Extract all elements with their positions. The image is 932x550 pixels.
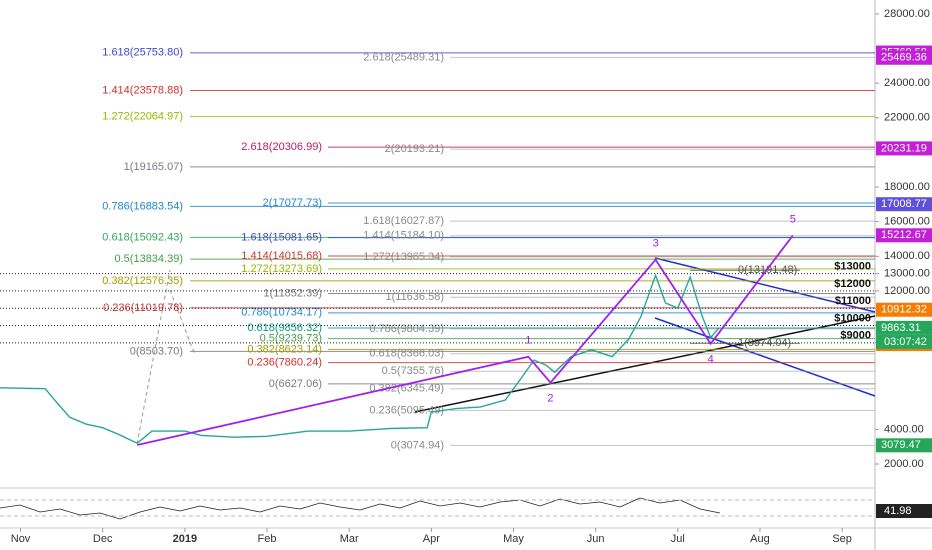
fib-label: 0.382(12576.35): [102, 275, 183, 287]
dollar-label: $12000: [834, 278, 871, 290]
fib-label: 1.618(16027.87): [363, 215, 444, 227]
y-tick-label: 18000.00: [884, 181, 930, 193]
fib-label: 0.5(9239.73): [260, 333, 322, 345]
dollar-label: $11000: [835, 295, 871, 307]
channel-bottom: [654, 317, 876, 397]
y-tick-label: 14000.00: [884, 250, 930, 262]
price-tag: [876, 141, 932, 156]
x-tick-label: Dec: [93, 533, 113, 545]
fib-label: 0(6627.06): [269, 378, 322, 390]
countdown: 03:07:42: [884, 336, 927, 348]
y-tick-label: 2000.00: [884, 458, 924, 470]
y-tick-label: 16000.00: [884, 216, 930, 228]
wave-path: [137, 234, 794, 446]
fib-label: 1(11636.58): [385, 291, 444, 303]
fib-label: 0.236(7860.24): [247, 356, 322, 368]
rsi-line: [0, 497, 721, 520]
price-tag-label: 9863.31: [881, 322, 921, 334]
y-tick-label: 22000.00: [884, 112, 930, 124]
rsi-tag: [876, 504, 932, 518]
y-tick-label: 4000.00: [884, 423, 924, 435]
fib-label: 0.236(11019.78): [103, 302, 183, 314]
price-tag: [876, 302, 932, 317]
fib-label: 1.414(23578.88): [102, 84, 183, 96]
fib-label: 1(11852.39): [263, 287, 322, 299]
fib-label: 0(13191.48): [738, 264, 797, 276]
price-line: [0, 273, 720, 445]
projection-line: [136, 269, 171, 445]
x-tick-label: Sep: [832, 533, 852, 545]
x-tick-label: Jul: [671, 533, 685, 545]
fib-label: 2(17077.73): [263, 197, 322, 209]
fib-label: 2.618(20306.99): [241, 141, 322, 153]
fib-label: 0.5(13834.39): [115, 253, 184, 265]
fib-label: 1.414(14015.68): [241, 250, 322, 262]
x-tick-label: Nov: [11, 533, 31, 545]
price-tag: [876, 228, 932, 243]
wave-label: 5: [790, 213, 796, 225]
fib-label: 0.618(9856.32): [247, 322, 322, 334]
y-tick-label: 12000.00: [884, 285, 930, 297]
fib-label: 0.786(10734.17): [241, 307, 322, 319]
fib-label: 1(19165.07): [124, 161, 183, 173]
price-tag: [876, 438, 932, 453]
fib-label: 2.618(25489.31): [363, 51, 444, 63]
y-tick-label: 24000.00: [884, 77, 930, 89]
price-tag-label: 3079.47: [881, 439, 921, 451]
fib-label: 0(8503.70): [130, 345, 183, 357]
x-tick-label: Apr: [423, 533, 440, 545]
y-tick-label: 28000.00: [884, 8, 930, 20]
countdown-tag: [876, 334, 932, 349]
fib-label: 0.5(7355.76): [382, 365, 444, 377]
fib-label: 0.236(5095.49): [369, 404, 444, 416]
rsi-value: 41.98: [884, 505, 912, 517]
fib-label: 1.618(25753.80): [102, 47, 183, 59]
price-tag-label: 17008.77: [881, 198, 927, 210]
fib-label: 0.786(9804.39): [369, 323, 444, 335]
channel-top: [654, 257, 876, 313]
dollar-label: $10000: [834, 312, 871, 324]
x-tick-label: Jun: [587, 533, 605, 545]
fib-label: 0.618(8366.03): [369, 348, 444, 360]
fib-label: 0(3074.94): [391, 439, 444, 451]
fib-label: 1(8974.04): [738, 337, 791, 349]
dollar-label: $9000: [840, 330, 871, 342]
wave-label: 3: [653, 238, 659, 250]
price-tag-label: 15212.67: [881, 229, 927, 241]
x-tick-label: Feb: [258, 533, 277, 545]
fib-label: 1.414(15184.10): [363, 230, 444, 242]
fib-label: 2(20193.21): [385, 143, 444, 155]
x-tick-label: Mar: [340, 533, 359, 545]
fib-label: 1.272(13965.34): [363, 251, 444, 263]
fib-label: 0.786(16883.54): [102, 200, 183, 212]
wave-label: 2: [547, 393, 553, 405]
price-tag-label: 20231.19: [881, 142, 927, 154]
fib-label: 0.618(15092.43): [102, 231, 183, 243]
dollar-label: $13000: [834, 261, 871, 273]
fib-label: 1.618(15081.65): [241, 231, 322, 243]
price-tag: [876, 320, 932, 335]
x-tick-label: May: [503, 533, 524, 545]
trend-line: [414, 315, 876, 413]
price-tag-label: 10912.32: [881, 304, 927, 316]
price-tag: [876, 50, 932, 65]
price-tag: [876, 197, 932, 212]
fib-label: 0.382(8623.14): [247, 343, 322, 355]
fib-label: 1.272(13273.69): [241, 263, 322, 275]
projection-line: [169, 289, 196, 356]
y-tick-label: 13000.00: [884, 268, 930, 280]
x-tick-label: Aug: [750, 533, 770, 545]
fib-label: 1.272(22064.97): [102, 111, 183, 123]
x-tick-label: 2019: [173, 533, 197, 545]
fib-label: 0.382(6345.49): [369, 383, 444, 395]
wave-label: 4: [708, 354, 714, 366]
price-tag-label: 25469.36: [881, 52, 927, 64]
wave-label: 1: [525, 335, 531, 347]
